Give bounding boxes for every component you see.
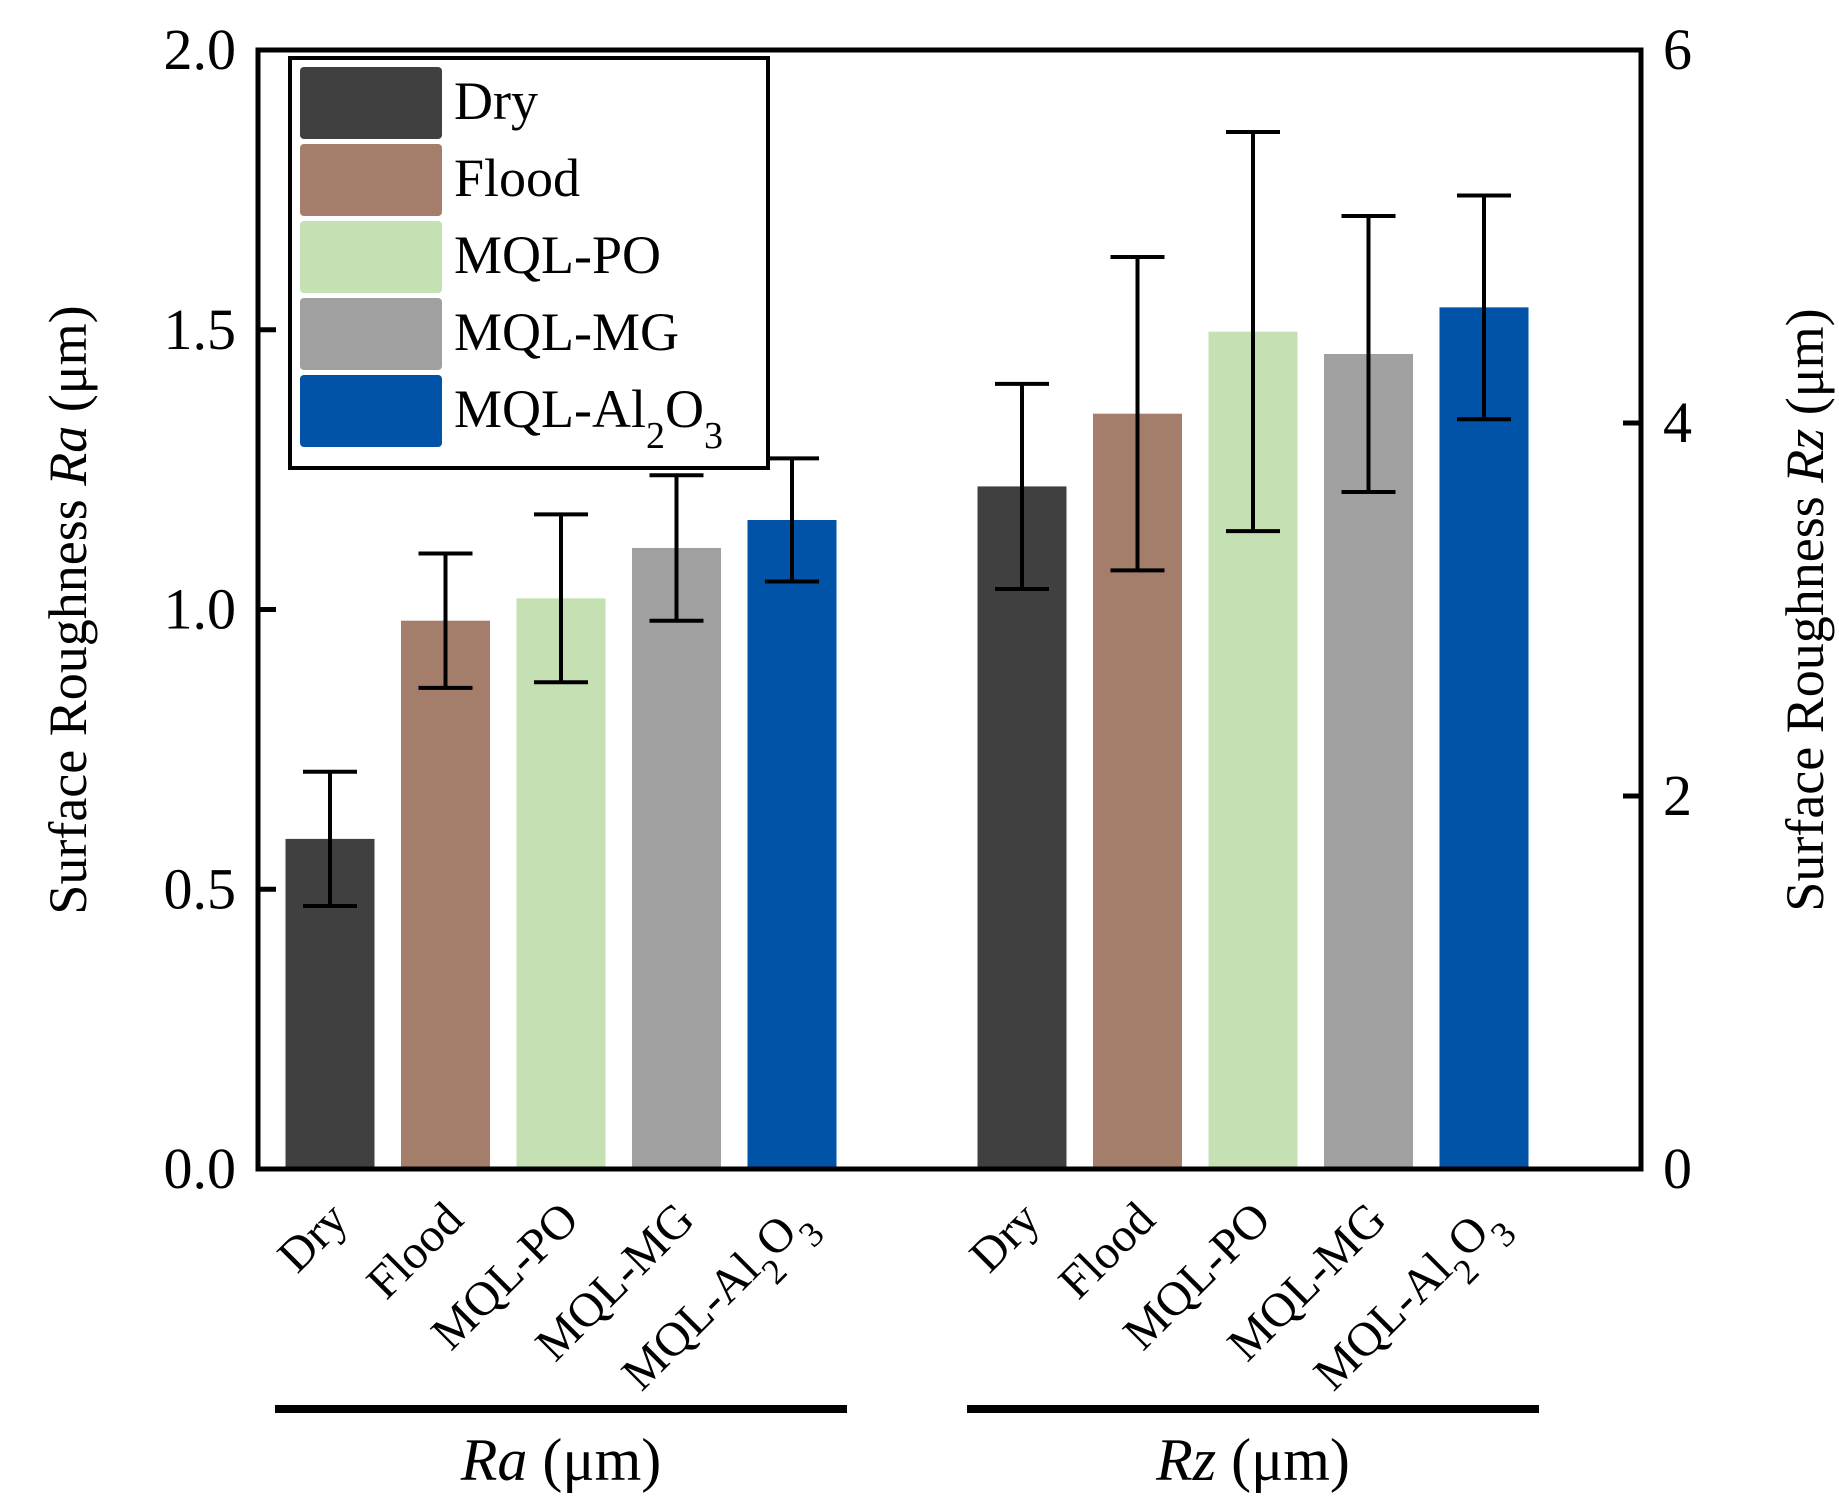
left-y-axis-title: Surface Roughness Ra (μm) (38, 305, 98, 914)
right-y-axis: 0 2 4 6 (1623, 17, 1692, 1201)
bar-ra-mql-al2o3 (747, 519, 837, 1169)
error-bar-rz-mql-mg (1341, 213, 1396, 495)
group-underline (967, 1405, 1539, 1413)
group-label-ra: Ra (μm) (460, 1427, 661, 1493)
bars-layer (285, 307, 1529, 1169)
bar-rz-mql-al2o3 (1439, 307, 1529, 1169)
left-tick-label: 2.0 (164, 17, 237, 82)
bar-ra-mql-po (516, 598, 606, 1169)
left-tick-label: 1.5 (164, 297, 237, 362)
right-tick-label: 4 (1663, 390, 1692, 455)
error-bar-rz-dry (995, 381, 1049, 591)
x-tick-label: Dry (960, 1192, 1050, 1282)
error-bars-layer (303, 130, 1511, 909)
legend-swatch (300, 144, 442, 216)
legend-swatch (300, 67, 442, 139)
right-tick-label: 6 (1663, 17, 1692, 82)
left-y-axis: 0.0 0.5 1.0 1.5 2.0 (164, 17, 276, 1201)
left-tick-label: 0.5 (164, 856, 237, 921)
right-tick-label: 0 (1663, 1136, 1692, 1201)
legend-label: MQL-Al2O3 (454, 379, 723, 457)
left-tick-label: 0.0 (164, 1136, 237, 1201)
left-tick-label: 1.0 (164, 577, 237, 642)
bar-rz-dry (977, 486, 1067, 1169)
group-label-rz: Rz (μm) (1155, 1427, 1350, 1493)
error-bar-rz-flood (1110, 255, 1165, 573)
legend-swatch (300, 375, 442, 447)
error-bar-ra-dry (303, 769, 357, 909)
group-underline (275, 1405, 847, 1413)
error-bar-ra-mql-po (534, 512, 588, 685)
legend-label: Dry (454, 71, 538, 131)
legend-label: MQL-MG (454, 302, 679, 362)
right-y-axis-title: Surface Roughness Rz (μm) (1775, 308, 1835, 911)
x-tick-label: Dry (268, 1192, 358, 1282)
right-tick-label: 2 (1663, 763, 1692, 828)
error-bar-ra-mql-mg (649, 473, 704, 623)
legend-label: Flood (454, 148, 580, 208)
error-bar-ra-mql-al2o3 (765, 456, 819, 584)
error-bar-rz-mql-al2o3 (1457, 193, 1511, 422)
bar-ra-flood (401, 620, 490, 1169)
legend-swatch (300, 221, 442, 293)
legend-swatch (300, 298, 442, 370)
error-bar-rz-mql-po (1226, 130, 1280, 534)
x-axis-group-labels: Ra (μm) Rz (μm) (275, 1405, 1539, 1493)
error-bar-ra-flood (418, 551, 473, 690)
legend-label: MQL-PO (454, 225, 661, 285)
legend: Dry Flood MQL-PO MQL-MG MQL-Al2O3 (288, 56, 770, 470)
bar-ra-mql-mg (632, 547, 721, 1169)
